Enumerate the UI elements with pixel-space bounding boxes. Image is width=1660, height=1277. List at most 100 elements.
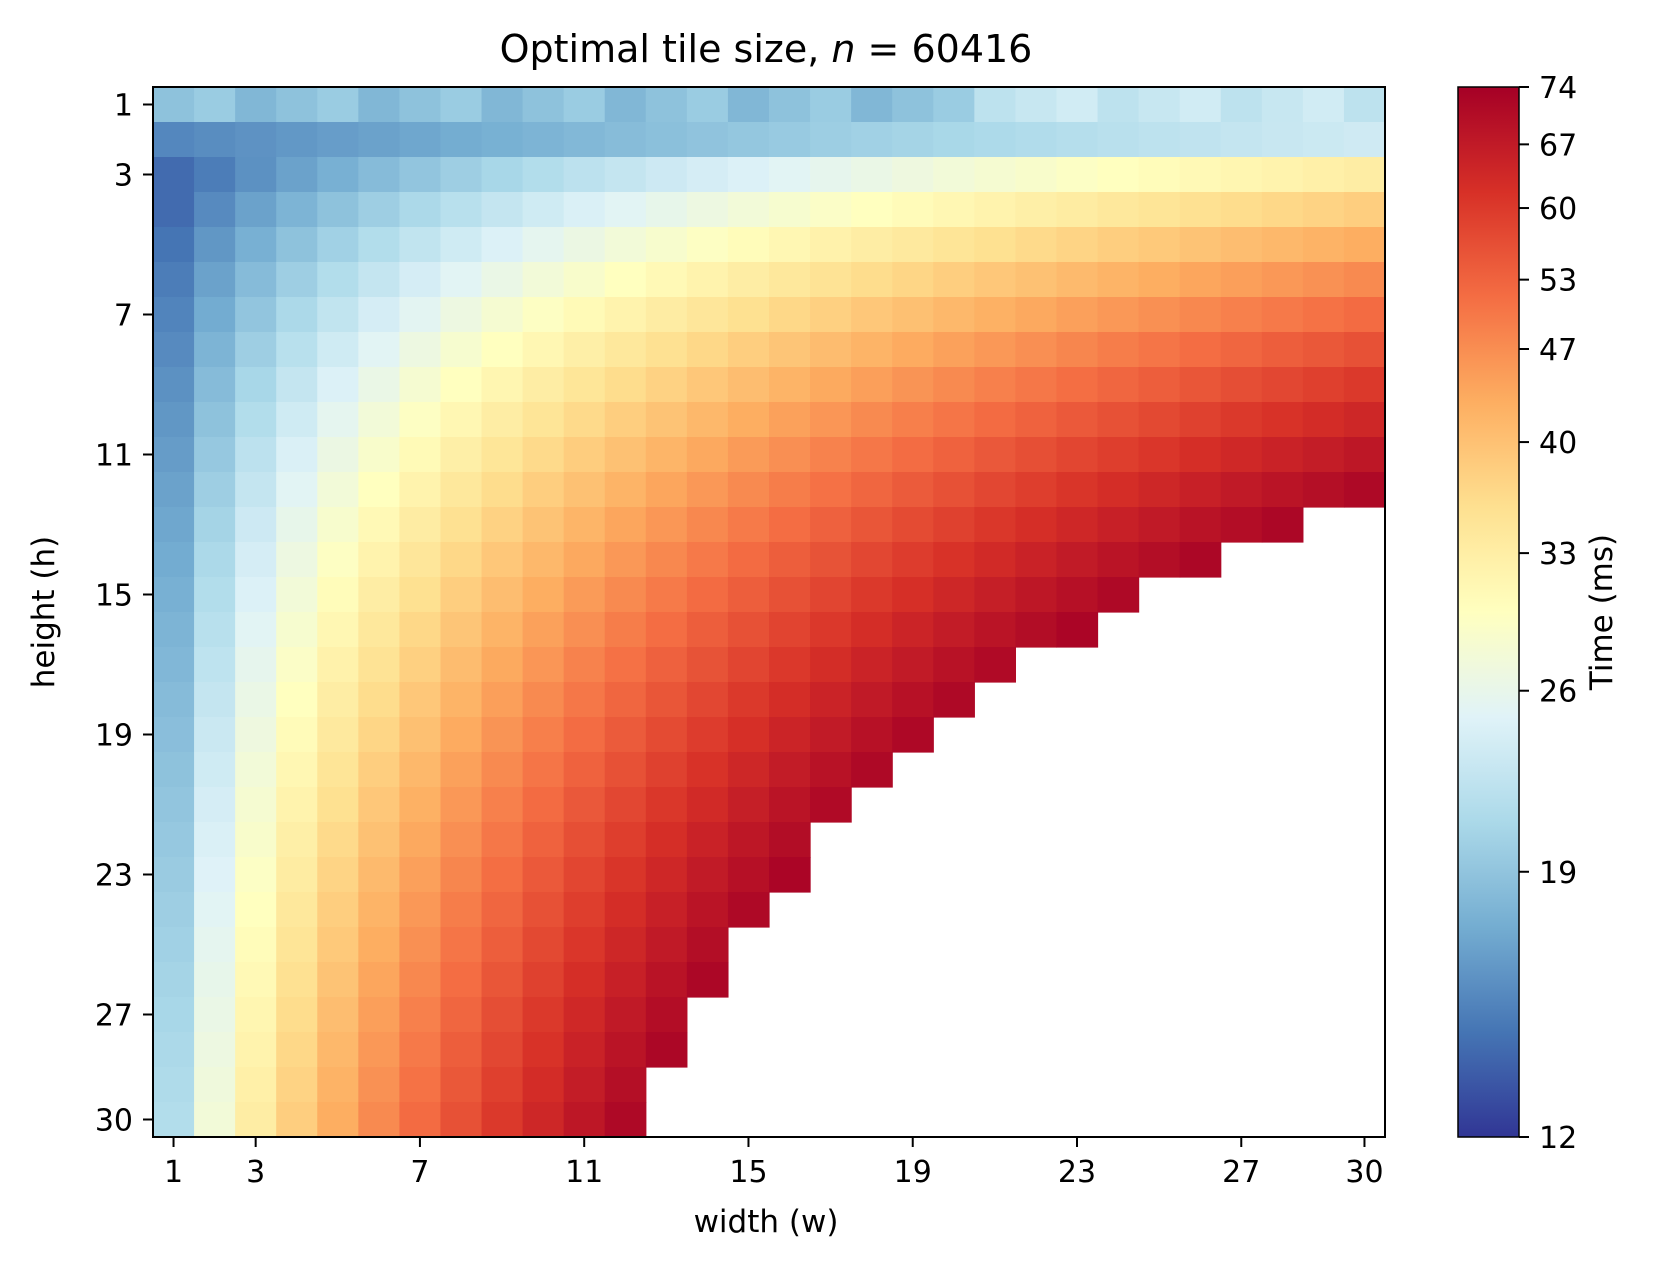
heatmap-cell: [1220, 122, 1263, 158]
heatmap-cell: [563, 997, 606, 1033]
heatmap-cell: [1056, 402, 1099, 438]
heatmap-cell: [276, 87, 318, 123]
heatmap-cell: [645, 87, 688, 123]
heatmap-cell: [153, 122, 195, 158]
heatmap-cell: [358, 997, 400, 1033]
heatmap-cell: [194, 997, 236, 1033]
heatmap-cell: [1343, 227, 1385, 263]
heatmap-cell: [1097, 157, 1140, 193]
heatmap-cell: [686, 927, 729, 963]
heatmap-cell: [235, 507, 277, 543]
heatmap-cell: [933, 647, 975, 683]
heatmap-cell: [481, 297, 524, 333]
heatmap-cell: [276, 297, 318, 333]
heatmap-cell: [399, 1032, 442, 1068]
heatmap-cell: [1220, 157, 1263, 193]
heatmap-cell: [645, 122, 688, 158]
heatmap-cell: [235, 752, 277, 788]
heatmap-cell: [440, 892, 483, 928]
heatmap-cell: [1179, 542, 1222, 578]
heatmap-cell: [276, 472, 318, 508]
heatmap-cell: [317, 332, 359, 368]
heatmap-cell: [522, 1102, 565, 1137]
heatmap-cell: [727, 87, 770, 123]
heatmap-cell: [153, 647, 195, 683]
heatmap-cell: [892, 332, 934, 368]
heatmap-cell: [194, 822, 236, 858]
heatmap-cell: [440, 787, 483, 823]
heatmap-cell: [440, 857, 483, 893]
heatmap-cell: [686, 367, 729, 403]
heatmap-cell: [974, 122, 1016, 158]
heatmap-cell: [1138, 297, 1181, 333]
heatmap-cell: [1179, 367, 1222, 403]
heatmap-cell: [1015, 87, 1058, 123]
heatmap-cell: [276, 577, 318, 613]
heatmap-cell: [153, 682, 195, 718]
heatmap-cell: [1179, 332, 1222, 368]
x-tick-label: 11: [565, 1155, 603, 1190]
heatmap-cell: [358, 962, 400, 998]
heatmap-cell: [194, 157, 236, 193]
heatmap-cell: [933, 507, 975, 543]
heatmap-cell: [604, 892, 647, 928]
heatmap-cell: [974, 332, 1016, 368]
heatmap-cell: [481, 962, 524, 998]
heatmap-cell: [1138, 157, 1181, 193]
heatmap-cell: [810, 612, 852, 648]
heatmap-cell: [276, 997, 318, 1033]
heatmap-cell: [358, 1102, 400, 1137]
heatmap-cell: [1056, 157, 1099, 193]
heatmap-cell: [604, 1102, 647, 1137]
heatmap-cell: [399, 402, 442, 438]
heatmap-cell: [727, 402, 770, 438]
heatmap-cell: [1097, 227, 1140, 263]
heatmap-cell: [440, 717, 483, 753]
x-tick-label: 3: [246, 1155, 265, 1190]
heatmap-cell: [727, 822, 770, 858]
heatmap-cell: [276, 332, 318, 368]
heatmap-cell: [974, 87, 1016, 123]
heatmap-cell: [769, 507, 811, 543]
heatmap-cell: [317, 927, 359, 963]
y-axis: 1 3 7 11 15 19 23 27 30: [95, 89, 153, 1139]
heatmap-cell: [194, 367, 236, 403]
heatmap-cell: [933, 437, 975, 473]
heatmap-cell: [1097, 122, 1140, 158]
heatmap-cell: [235, 612, 277, 648]
heatmap-cell: [276, 682, 318, 718]
heatmap-cell: [727, 682, 770, 718]
heatmap-cell: [194, 227, 236, 263]
heatmap-cell: [317, 717, 359, 753]
heatmap-cell: [1015, 577, 1058, 613]
heatmap-cell: [358, 332, 400, 368]
heatmap-cell: [563, 297, 606, 333]
heatmap-cell: [1343, 472, 1385, 508]
heatmap-cell: [194, 192, 236, 228]
heatmap-cell: [810, 647, 852, 683]
heatmap-cell: [153, 542, 195, 578]
heatmap-cell: [563, 157, 606, 193]
heatmap-cell: [769, 227, 811, 263]
heatmap-cell: [153, 367, 195, 403]
heatmap-cell: [851, 717, 893, 753]
heatmap-cell: [769, 402, 811, 438]
heatmap-cell: [933, 122, 975, 158]
y-tick-label: 11: [95, 439, 133, 474]
heatmap-cell: [1138, 367, 1181, 403]
heatmap-cell: [727, 647, 770, 683]
heatmap-cell: [358, 402, 400, 438]
heatmap-cell: [399, 1102, 442, 1137]
heatmap-cell: [604, 997, 647, 1033]
heatmap-cell: [317, 577, 359, 613]
heatmap-cell: [1056, 507, 1099, 543]
heatmap-cell: [892, 227, 934, 263]
heatmap-cell: [974, 157, 1016, 193]
heatmap-cell: [892, 437, 934, 473]
heatmap-cell: [317, 157, 359, 193]
heatmap-cell: [358, 787, 400, 823]
heatmap-cell: [933, 87, 975, 123]
heatmap-cell: [399, 892, 442, 928]
heatmap-cell: [974, 192, 1016, 228]
heatmap-cell: [645, 507, 688, 543]
